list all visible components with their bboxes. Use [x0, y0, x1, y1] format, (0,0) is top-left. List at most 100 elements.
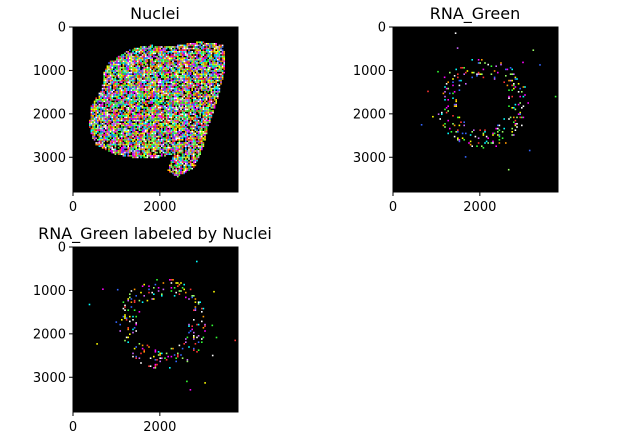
pixel	[213, 107, 216, 109]
pixel	[177, 78, 179, 80]
pixel	[199, 105, 201, 107]
pixel	[209, 100, 211, 103]
pixel	[135, 156, 137, 159]
pixel	[427, 90, 429, 93]
pixel	[141, 155, 144, 157]
pixel	[178, 97, 181, 99]
pixel	[135, 94, 137, 96]
pixel	[135, 323, 137, 326]
pixel	[180, 71, 182, 74]
pixel	[129, 62, 131, 64]
pixel	[197, 323, 200, 326]
pixel	[146, 135, 149, 138]
pixel	[133, 151, 136, 154]
pixel	[130, 124, 133, 127]
pixel	[196, 47, 198, 50]
pixel	[117, 123, 120, 125]
pixel	[106, 102, 109, 104]
pixel	[145, 121, 147, 123]
pixel	[93, 126, 96, 128]
pixel	[201, 76, 203, 79]
pixel	[141, 92, 144, 95]
pixel	[98, 135, 101, 138]
pixel	[212, 67, 214, 69]
pixel	[215, 100, 217, 103]
pixel	[162, 288, 165, 291]
pixel	[113, 92, 115, 95]
pixel	[519, 116, 521, 119]
pixel	[495, 65, 497, 67]
pixel	[148, 135, 150, 138]
pixel	[135, 100, 137, 103]
pixel	[127, 123, 129, 125]
pixel	[121, 60, 123, 63]
pixel	[199, 57, 201, 59]
pixel	[194, 94, 197, 96]
pixel	[165, 79, 168, 82]
pixel	[108, 135, 110, 138]
y-tick-label: 0	[58, 241, 66, 256]
pixel	[117, 92, 120, 95]
pixel	[164, 78, 166, 80]
pixel	[111, 79, 113, 82]
pixel	[140, 49, 142, 51]
pixel	[125, 108, 128, 111]
pixel	[100, 127, 102, 130]
pixel	[105, 110, 107, 112]
pixel	[521, 116, 523, 119]
pixel	[138, 81, 141, 83]
pixel	[140, 84, 142, 87]
pixel	[141, 344, 144, 347]
pixel	[122, 107, 125, 109]
pixel	[169, 99, 171, 101]
pixel	[170, 148, 173, 151]
pixel	[199, 76, 201, 79]
pixel	[141, 91, 144, 93]
subplot-rna-green-labeled-by-nuclei: RNA_Green labeled by Nuclei 0 20000100020…	[33, 224, 272, 435]
pixel	[197, 107, 200, 109]
pixel	[172, 147, 174, 149]
pixel	[132, 62, 134, 64]
pixel	[177, 169, 179, 171]
pixel	[181, 51, 184, 53]
pixel	[124, 115, 126, 117]
pixel	[114, 127, 117, 130]
pixel	[141, 46, 144, 48]
pixel	[161, 75, 163, 77]
pixel	[140, 362, 142, 364]
pixel	[114, 71, 117, 74]
pixel	[204, 44, 206, 47]
pixel	[149, 100, 152, 103]
pixel	[116, 83, 118, 85]
pixel	[183, 84, 185, 87]
pixel	[185, 79, 187, 82]
pixel	[98, 145, 101, 147]
pixel	[122, 129, 125, 131]
pixel	[159, 352, 161, 355]
pixel	[202, 97, 205, 99]
pixel	[97, 108, 99, 111]
pixel	[197, 91, 200, 93]
pixel	[153, 81, 155, 83]
pixel	[185, 51, 187, 53]
pixel	[143, 135, 145, 138]
pixel	[189, 76, 192, 79]
pixel	[138, 95, 141, 98]
pixel	[173, 145, 176, 147]
pixel	[135, 91, 137, 93]
pixel	[124, 60, 126, 63]
pixel	[173, 100, 176, 103]
pixel	[213, 68, 216, 71]
pixel	[186, 105, 189, 107]
pixel	[116, 124, 118, 127]
pixel	[180, 163, 182, 165]
pixel	[133, 71, 136, 74]
pixel	[522, 95, 525, 98]
pixel	[129, 60, 131, 63]
pixel	[220, 79, 222, 82]
pixel	[141, 49, 144, 51]
pixel	[196, 140, 198, 143]
pixel	[185, 164, 187, 167]
pixel	[189, 147, 192, 149]
pixel	[127, 81, 129, 83]
